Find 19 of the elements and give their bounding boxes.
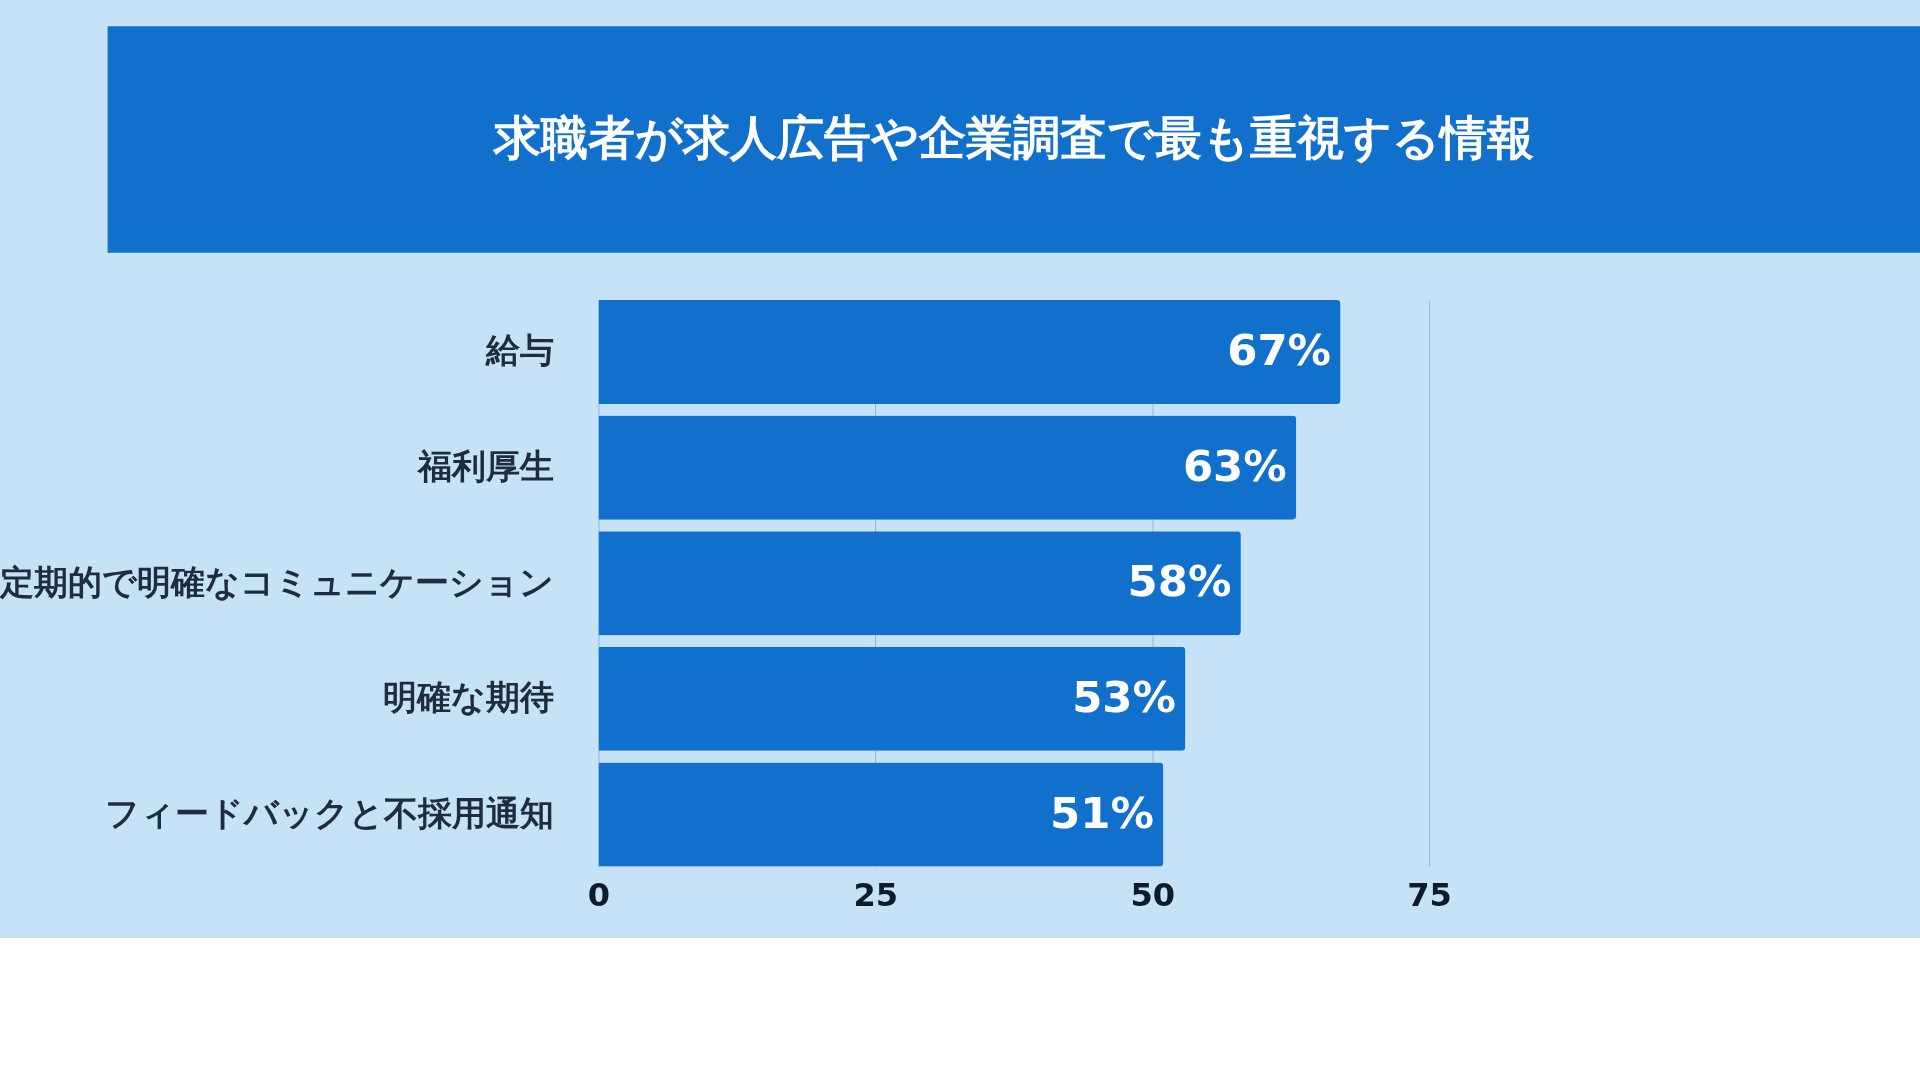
bar [598,646,1186,751]
x-tick-label: 0 [587,875,611,914]
chart-title: 求職者が求人広告や企業調査で最も重視する情報 [491,109,1534,165]
data-label: 51% [1049,787,1154,838]
x-tick-label: 75 [1407,875,1452,914]
bar [598,762,1164,867]
y-tick-label: 福利厚生 [415,446,554,487]
y-tick-label: 給与 [484,330,554,371]
y-tick-label: 明確な期待 [382,677,554,718]
y-tick-label: フィードバックと不採用通知 [104,792,554,833]
x-tick-label: 25 [853,875,899,914]
x-tick-label: 50 [1130,875,1176,914]
bar [598,415,1297,520]
data-label: 58% [1127,556,1232,607]
bar [598,531,1241,636]
data-label: 67% [1227,325,1332,376]
data-label: 63% [1182,440,1287,491]
bar [598,300,1341,405]
data-label: 53% [1072,672,1177,723]
